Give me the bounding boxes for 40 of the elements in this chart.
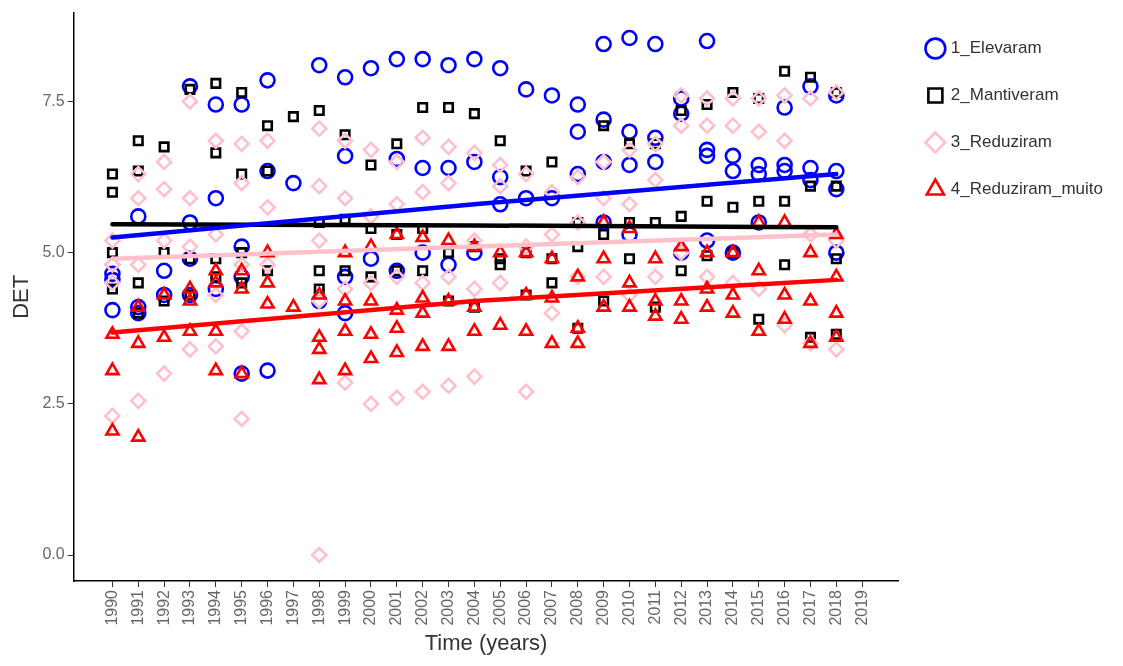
x-tick-label: 2008 [568, 589, 586, 626]
x-tick-label: 2001 [387, 589, 405, 626]
x-tick-label: 2010 [619, 589, 637, 626]
y-tick-label: 2.5 [42, 394, 65, 412]
x-tick-label: 2005 [490, 589, 508, 626]
x-tick-label: 1992 [154, 589, 172, 626]
x-tick-label: 1993 [180, 589, 198, 626]
x-tick-label: 2006 [516, 589, 534, 626]
x-tick-label: 2018 [826, 589, 844, 626]
x-tick-label: 1995 [232, 589, 250, 626]
x-tick-label: 2000 [361, 589, 379, 626]
legend-label: 1_Elevaram [950, 38, 1042, 58]
x-tick-label: 2014 [723, 589, 741, 626]
legend-label: 4_Reduziram_muito [950, 179, 1104, 199]
x-tick-label: 1996 [257, 589, 275, 626]
x-tick-label: 1990 [102, 589, 120, 626]
x-tick-label: 1994 [206, 589, 224, 626]
x-tick-label: 2015 [749, 589, 767, 626]
legend-label: 3_Reduziram [950, 132, 1052, 152]
x-tick-label: 2003 [438, 589, 456, 626]
x-tick-label: 2004 [464, 589, 482, 626]
x-tick-label: 1999 [335, 589, 353, 626]
x-tick-label: 2012 [671, 589, 689, 626]
x-axis-title: Time (years) [424, 629, 548, 655]
x-tick-label: 2013 [697, 589, 715, 626]
legend-label: 2_Mantiveram [950, 85, 1059, 105]
x-tick-label: 2009 [594, 589, 612, 626]
x-tick-label: 1998 [309, 589, 327, 626]
y-tick-label: 0.0 [42, 545, 65, 563]
x-tick-label: 2017 [800, 589, 818, 626]
y-tick-label: 7.5 [42, 91, 65, 109]
x-tick-label: 1991 [128, 589, 146, 626]
x-tick-label: 1997 [283, 589, 301, 626]
y-tick-label: 5.0 [42, 243, 65, 261]
x-tick-label: 2011 [645, 589, 663, 625]
x-tick-label: 2019 [852, 589, 870, 626]
y-axis-title: DET [8, 274, 34, 319]
x-tick-label: 2002 [413, 589, 431, 626]
x-tick-label: 2007 [542, 589, 560, 626]
x-tick-label: 2016 [775, 589, 793, 626]
